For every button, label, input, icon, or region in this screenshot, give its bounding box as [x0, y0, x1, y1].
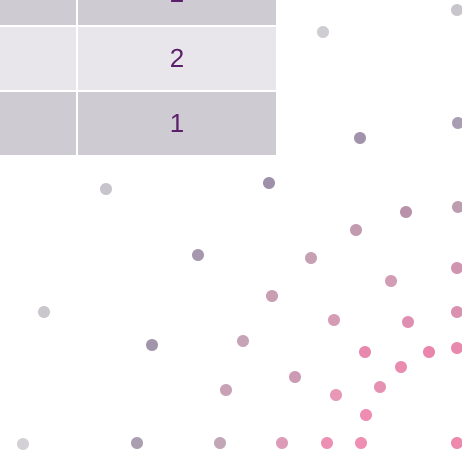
dot — [374, 381, 386, 393]
dots — [17, 4, 462, 450]
dot — [423, 346, 435, 358]
dot — [220, 384, 232, 396]
dot — [451, 262, 462, 274]
dot — [328, 314, 340, 326]
dot — [131, 437, 143, 449]
dot — [400, 206, 412, 218]
table-cell: 2 — [78, 0, 276, 25]
dot — [402, 316, 414, 328]
dot — [276, 437, 288, 449]
dot — [451, 306, 462, 318]
dot — [395, 361, 407, 373]
dot — [385, 275, 397, 287]
dot — [289, 371, 301, 383]
dot — [305, 252, 317, 264]
dot — [263, 177, 275, 189]
dot — [355, 437, 367, 449]
table-cell: 2 — [78, 27, 276, 90]
dot — [17, 438, 29, 450]
dot — [350, 224, 362, 236]
dot — [451, 4, 462, 16]
table-cell — [0, 92, 76, 155]
dot — [452, 201, 462, 213]
dot — [354, 132, 366, 144]
dot — [214, 437, 226, 449]
dot — [100, 183, 112, 195]
dot — [452, 117, 462, 129]
dot — [146, 339, 158, 351]
dot — [451, 342, 462, 354]
table-cell — [0, 27, 76, 90]
dot — [360, 409, 372, 421]
dot — [192, 249, 204, 261]
dot — [359, 346, 371, 358]
dot — [321, 437, 333, 449]
dot — [237, 335, 249, 347]
dot — [266, 290, 278, 302]
dot — [317, 26, 329, 38]
dot — [38, 306, 50, 318]
dot — [330, 389, 342, 401]
table-cell: 1 — [78, 92, 276, 155]
dot — [451, 437, 462, 449]
table-cell — [0, 0, 76, 25]
